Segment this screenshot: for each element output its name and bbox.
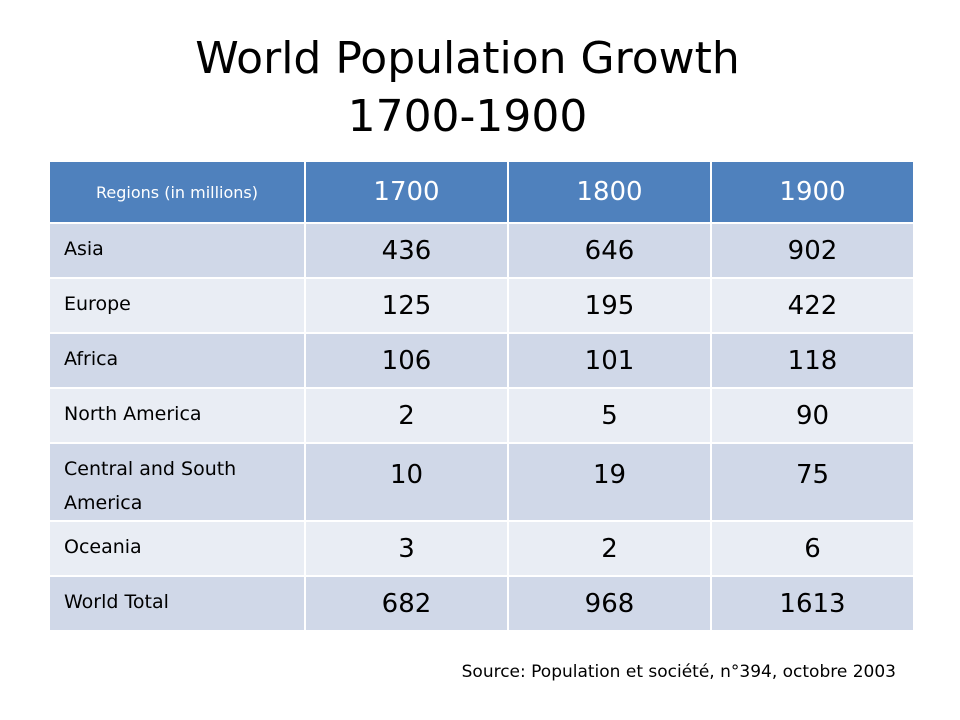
table-row: Asia 436 646 902 (48, 222, 915, 279)
value-cell: 10 (304, 442, 509, 522)
value-cell: 2 (507, 520, 712, 577)
table-row: Africa 106 101 118 (48, 332, 915, 389)
region-cell: Asia (48, 222, 306, 279)
value-cell: 90 (710, 387, 915, 444)
table-row: Europe 125 195 422 (48, 277, 915, 334)
region-cell: Europe (48, 277, 306, 334)
source-note: Source: Population et société, n°394, oc… (461, 662, 896, 682)
region-cell: Central and South America (48, 442, 306, 522)
value-cell: 436 (304, 222, 509, 279)
value-cell: 195 (507, 277, 712, 334)
value-cell: 75 (710, 442, 915, 522)
title-line-1: World Population Growth (195, 33, 740, 84)
value-cell: 1613 (710, 575, 915, 632)
value-cell: 19 (507, 442, 712, 522)
region-cell: Africa (48, 332, 306, 389)
population-table: Regions (in millions) 1700 1800 1900 Asi… (48, 160, 915, 632)
value-cell: 2 (304, 387, 509, 444)
value-cell: 646 (507, 222, 712, 279)
value-cell: 968 (507, 575, 712, 632)
value-cell: 118 (710, 332, 915, 389)
header-year-1800: 1800 (507, 160, 712, 224)
region-cell: World Total (48, 575, 306, 632)
value-cell: 422 (710, 277, 915, 334)
header-year-1700: 1700 (304, 160, 509, 224)
region-cell: Oceania (48, 520, 306, 577)
value-cell: 106 (304, 332, 509, 389)
value-cell: 125 (304, 277, 509, 334)
table-row: Oceania 3 2 6 (48, 520, 915, 577)
value-cell: 3 (304, 520, 509, 577)
value-cell: 6 (710, 520, 915, 577)
value-cell: 902 (710, 222, 915, 279)
slide-title: World Population Growth 1700-1900 (0, 30, 935, 146)
table-header-row: Regions (in millions) 1700 1800 1900 (48, 160, 915, 224)
header-year-1900: 1900 (710, 160, 915, 224)
header-regions: Regions (in millions) (48, 160, 306, 224)
region-cell: North America (48, 387, 306, 444)
title-line-2: 1700-1900 (347, 91, 588, 142)
table-row: World Total 682 968 1613 (48, 575, 915, 632)
value-cell: 5 (507, 387, 712, 444)
value-cell: 682 (304, 575, 509, 632)
value-cell: 101 (507, 332, 712, 389)
table-row: North America 2 5 90 (48, 387, 915, 444)
table-row: Central and South America 10 19 75 (48, 442, 915, 522)
